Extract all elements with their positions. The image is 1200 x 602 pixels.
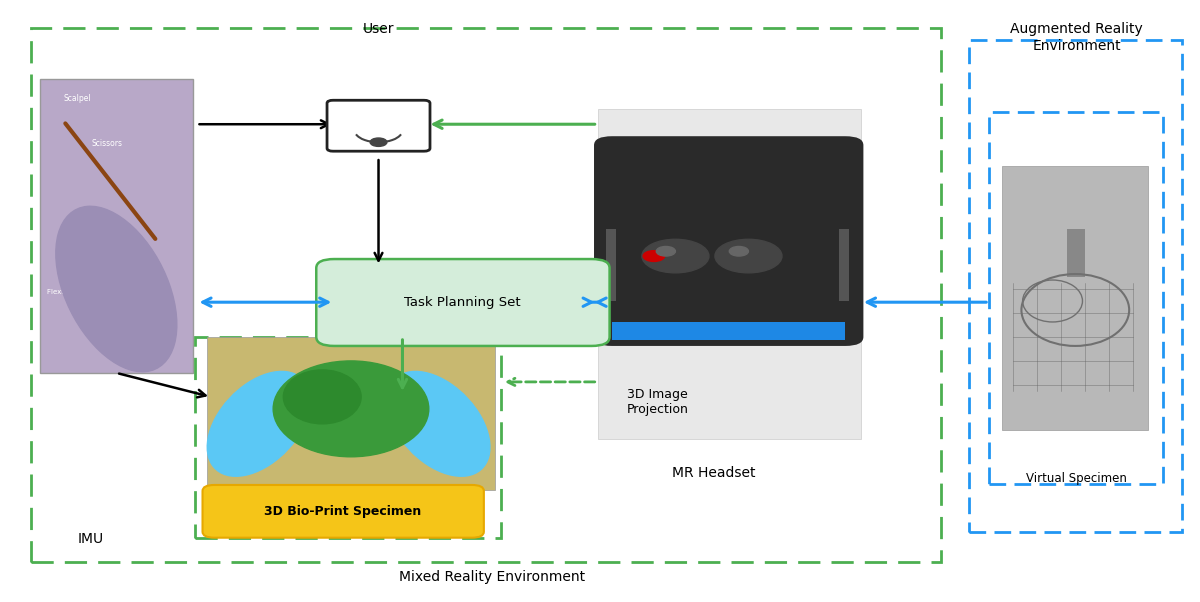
Text: User: User — [362, 22, 395, 36]
Ellipse shape — [283, 370, 361, 424]
FancyBboxPatch shape — [203, 485, 484, 538]
Text: Flexible IMU: Flexible IMU — [47, 289, 89, 295]
Circle shape — [730, 246, 749, 256]
FancyArrowPatch shape — [65, 123, 155, 239]
Ellipse shape — [386, 371, 490, 476]
Circle shape — [370, 138, 386, 146]
FancyBboxPatch shape — [606, 229, 616, 301]
FancyBboxPatch shape — [598, 109, 860, 439]
FancyBboxPatch shape — [840, 229, 850, 301]
FancyBboxPatch shape — [1002, 166, 1148, 430]
Circle shape — [715, 239, 782, 273]
Text: MR Headset: MR Headset — [672, 466, 756, 480]
Circle shape — [643, 250, 665, 261]
Ellipse shape — [56, 206, 176, 372]
Text: Mixed Reality Environment: Mixed Reality Environment — [400, 570, 586, 584]
Circle shape — [642, 239, 709, 273]
FancyBboxPatch shape — [208, 337, 494, 490]
Text: IMU: IMU — [78, 532, 104, 545]
Circle shape — [656, 246, 676, 256]
Text: 3D Bio-Print Specimen: 3D Bio-Print Specimen — [264, 505, 421, 518]
Text: 3D Image
Projection: 3D Image Projection — [626, 388, 689, 416]
FancyBboxPatch shape — [612, 322, 846, 340]
FancyBboxPatch shape — [328, 101, 430, 151]
FancyBboxPatch shape — [40, 79, 193, 373]
Text: Task Planning Set: Task Planning Set — [404, 296, 521, 309]
Text: Scalpel: Scalpel — [64, 95, 91, 104]
Text: Augmented Reality
Environment: Augmented Reality Environment — [1010, 22, 1142, 52]
Ellipse shape — [274, 361, 428, 457]
FancyBboxPatch shape — [1067, 229, 1085, 277]
FancyBboxPatch shape — [594, 136, 863, 346]
Text: Scissors: Scissors — [91, 139, 122, 148]
Text: Virtual Specimen: Virtual Specimen — [1026, 472, 1127, 485]
FancyBboxPatch shape — [317, 259, 610, 346]
Ellipse shape — [208, 371, 311, 476]
